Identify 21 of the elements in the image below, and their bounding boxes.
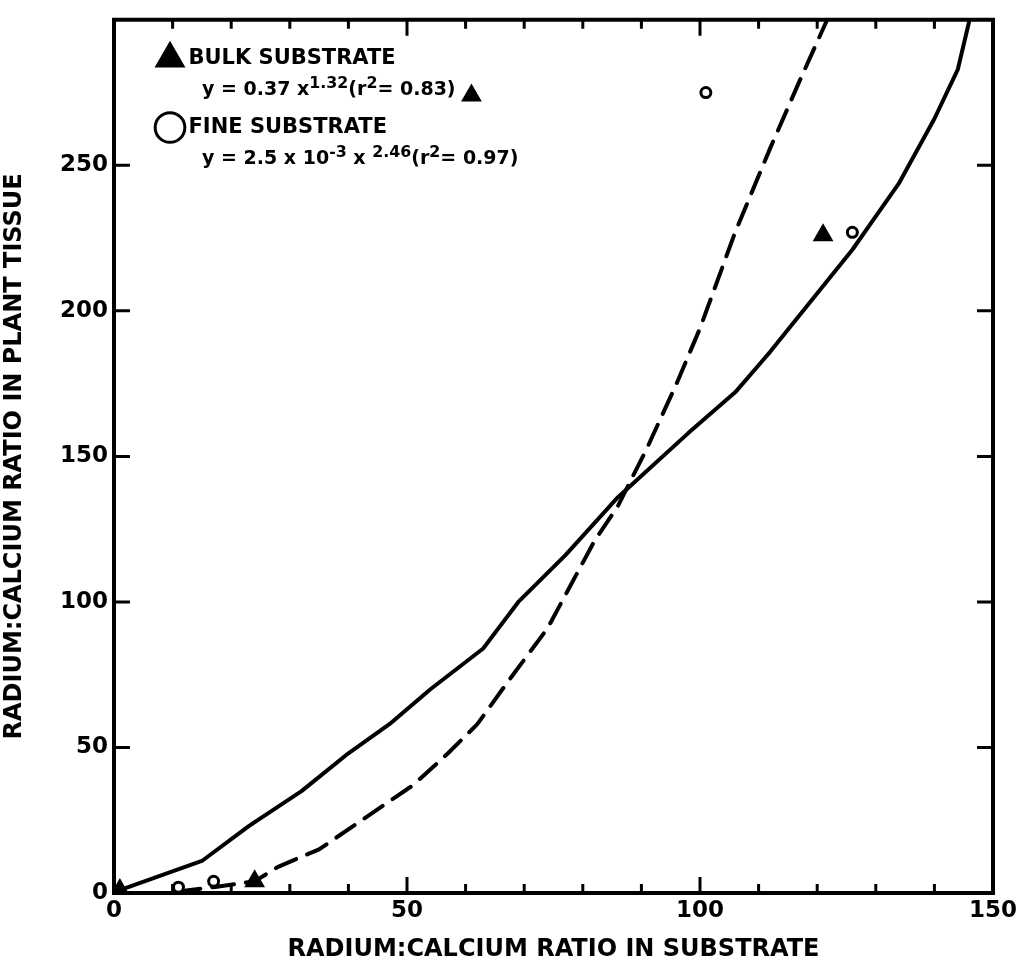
y-tick-label: 0: [91, 877, 108, 904]
point: [845, 225, 859, 239]
point: [462, 84, 481, 102]
y-tick-label: 50: [75, 732, 108, 759]
annotation: y = 2.5 x 10$^{-3}$ x $^{2.46}$(r$^{2}$= 0.97): [202, 142, 519, 169]
annotation: y = 0.37 x$^{1.32}$(r$^{2}$= 0.83): [202, 73, 456, 100]
x-tick-label: 100: [675, 895, 725, 922]
point: [207, 874, 221, 888]
x-axis-title: RADIUM:CALCIUM RATIO IN SUBSTRATE: [287, 933, 820, 962]
y-tick-label: 250: [59, 150, 108, 177]
y-tick-label: 150: [59, 441, 108, 468]
legend-label: FINE SUBSTRATE: [188, 113, 387, 138]
y-axis-title: RADIUM:CALCIUM RATIO IN PLANT TISSUE: [0, 173, 27, 740]
x-tick-label: 150: [968, 895, 1018, 922]
point: [245, 870, 264, 888]
y-tick-label: 100: [59, 586, 108, 613]
point: [813, 224, 833, 242]
legend-label: BULK SUBSTRATE: [188, 44, 396, 69]
x-tick-label: 50: [390, 895, 424, 922]
point: [699, 86, 713, 100]
y-tick-label: 200: [59, 295, 108, 322]
